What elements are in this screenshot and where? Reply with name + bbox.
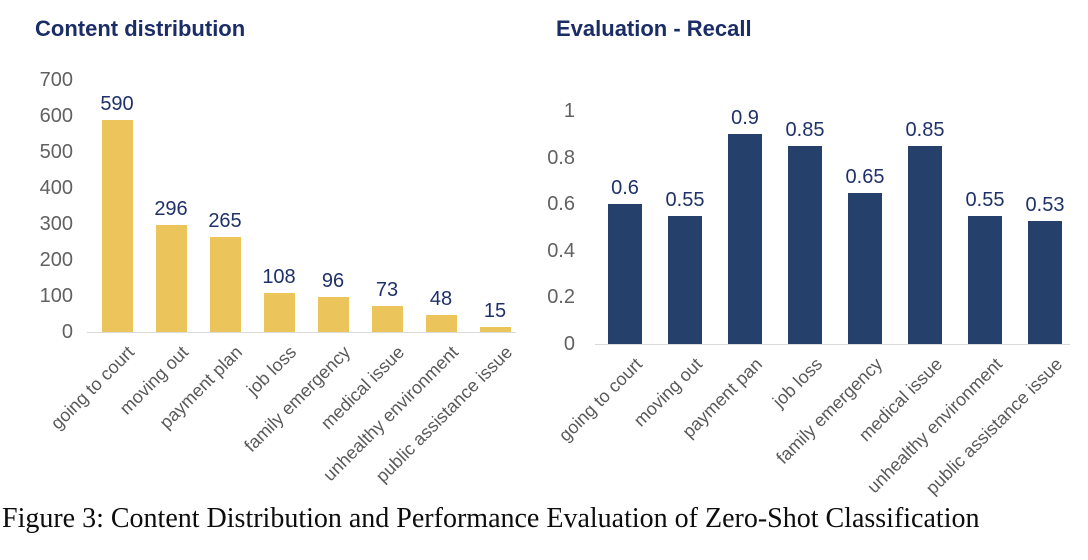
- y-axis-tick-label: 600: [39, 105, 73, 127]
- x-axis-category-label: going to court: [554, 354, 647, 446]
- y-axis-tick-label: 100: [39, 285, 73, 307]
- bar-moving-out: [155, 225, 187, 332]
- bar-value-label: 0.55: [965, 188, 1005, 211]
- figure-caption: Figure 3: Content Distribution and Perfo…: [2, 503, 980, 534]
- bar-public-assistance-issue: [1028, 220, 1062, 344]
- left-chart-title: Content distribution: [35, 16, 246, 41]
- bar-value-label: 73: [375, 278, 399, 301]
- right-chart-title: Evaluation - Recall: [556, 16, 752, 41]
- bar-value-label: 0.85: [905, 118, 945, 141]
- x-axis-category-label: job loss: [768, 354, 827, 412]
- y-axis-tick-label: 500: [39, 141, 73, 163]
- bar-value-label: 296: [154, 198, 188, 221]
- bar-family-emergency: [317, 297, 349, 332]
- bar-unhealthy-environment: [425, 314, 457, 332]
- bar-family-emergency: [848, 192, 882, 344]
- bar-job-loss: [788, 145, 822, 344]
- bar-value-label: 0.53: [1025, 193, 1065, 216]
- y-axis-tick-label: 1: [563, 100, 575, 122]
- y-axis-tick-label: 300: [39, 213, 73, 235]
- y-axis-tick-label: 200: [39, 249, 73, 271]
- bar-public-assistance-issue: [479, 326, 511, 332]
- y-axis-tick-label: 0.6: [547, 193, 575, 216]
- x-axis-category-label: family emergency: [772, 354, 887, 468]
- bar-value-label: 15: [483, 299, 507, 322]
- bar-medical-issue: [371, 305, 403, 332]
- bar-value-label: 96: [321, 270, 345, 293]
- bar-value-label: 0.85: [785, 118, 825, 141]
- bar-value-label: 0.9: [731, 107, 759, 130]
- bar-going-to-court: [101, 119, 133, 332]
- y-axis-tick-label: 0: [563, 333, 575, 355]
- bar-job-loss: [263, 293, 295, 332]
- bar-value-label: 0.65: [845, 165, 885, 188]
- y-axis-tick-label: 0.4: [547, 239, 575, 262]
- bar-value-label: 0.55: [665, 188, 705, 211]
- bar-going-to-court: [608, 204, 642, 344]
- bar-payment-pan: [728, 134, 762, 344]
- bar-payment-plan: [209, 236, 241, 332]
- bar-moving-out: [668, 215, 702, 344]
- bar-value-label: 265: [208, 209, 242, 232]
- bar-medical-issue: [908, 145, 942, 344]
- y-axis-tick-label: 0: [61, 321, 73, 343]
- bar-value-label: 48: [429, 287, 453, 310]
- bar-value-label: 590: [100, 92, 134, 115]
- y-axis-tick-label: 700: [39, 69, 73, 91]
- bar-value-label: 108: [262, 266, 296, 289]
- y-axis-tick-label: 400: [39, 177, 73, 199]
- y-axis-tick-label: 0.2: [547, 286, 575, 309]
- x-axis-line: [595, 344, 1070, 345]
- bar-value-label: 0.6: [611, 177, 639, 200]
- x-axis-line: [87, 332, 516, 333]
- y-axis-tick-label: 0.8: [547, 146, 575, 169]
- bar-unhealthy-environment: [968, 215, 1002, 344]
